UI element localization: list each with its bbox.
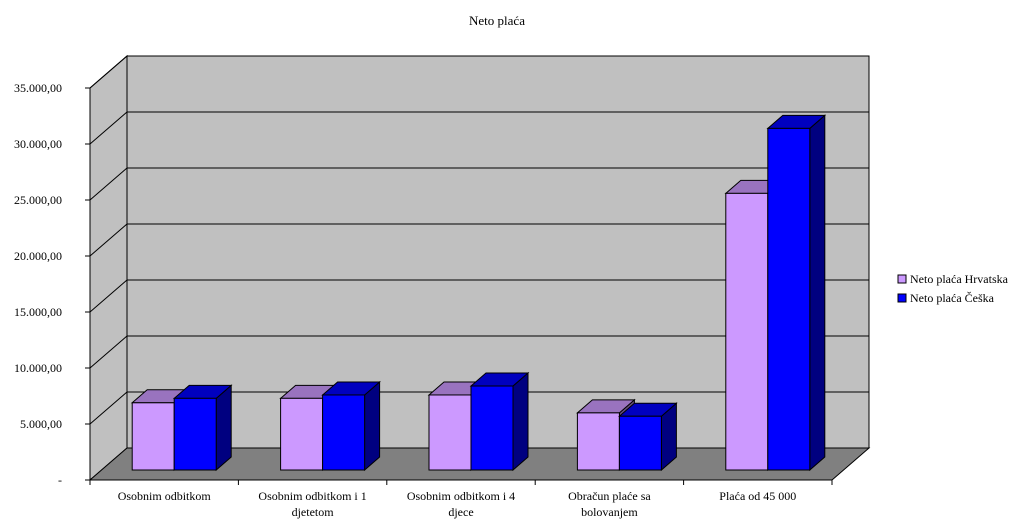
legend-item: Neto plaća Hrvatska <box>897 272 1009 286</box>
x-axis: Osobnim odbitkom Osobnim odbitkom i 1 djet… <box>89 479 833 519</box>
chart-title: Neto plaća <box>469 13 525 28</box>
y-axis: - 5.000,00 10.000,00 15.000,00 20.000,00 25.0… <box>14 81 91 487</box>
gridline <box>89 55 869 89</box>
gridline <box>89 279 869 313</box>
side-wall <box>89 54 128 482</box>
y-tick-label: - <box>58 473 62 487</box>
bar <box>618 402 678 472</box>
bars <box>130 114 827 472</box>
y-tick-label: 10.000,00 <box>14 361 62 375</box>
gridline <box>89 167 869 201</box>
gridline <box>89 335 869 369</box>
y-tick-label: 15.000,00 <box>14 305 62 319</box>
legend-swatch <box>897 274 907 284</box>
legend: Neto plaća Hrvatska Neto plaća Češka <box>897 272 1009 305</box>
legend-label: Neto plaća Hrvatska <box>910 272 1009 286</box>
gridline <box>89 391 869 425</box>
chart-gridlines <box>89 55 869 425</box>
gridline <box>89 223 869 257</box>
legend-swatch <box>897 293 907 303</box>
legend-label: Neto plaća Češka <box>910 291 995 305</box>
bar <box>766 114 827 472</box>
legend-item: Neto plaća Češka <box>897 291 995 305</box>
y-tick-label: 20.000,00 <box>14 249 62 263</box>
y-tick-label: 5.000,00 <box>20 417 62 431</box>
x-tick-label: Osobnim odbitkom i 1 djetetom <box>258 489 366 519</box>
x-tick-label: Obračun plaće sa bolovanjem <box>568 489 651 519</box>
x-tick-label: Osobnim odbitkom <box>118 489 212 503</box>
x-tick-label: Plaća od 45 000 <box>719 489 796 503</box>
x-tick-label: Osobnim odbitkom i 4 djece <box>407 489 515 519</box>
gridline <box>89 111 869 145</box>
y-tick-label: 30.000,00 <box>14 137 62 151</box>
bar <box>321 380 381 472</box>
bar <box>172 384 233 472</box>
y-tick-label: 25.000,00 <box>14 193 62 207</box>
bar <box>469 371 530 472</box>
y-tick-label: 35.000,00 <box>14 81 62 95</box>
